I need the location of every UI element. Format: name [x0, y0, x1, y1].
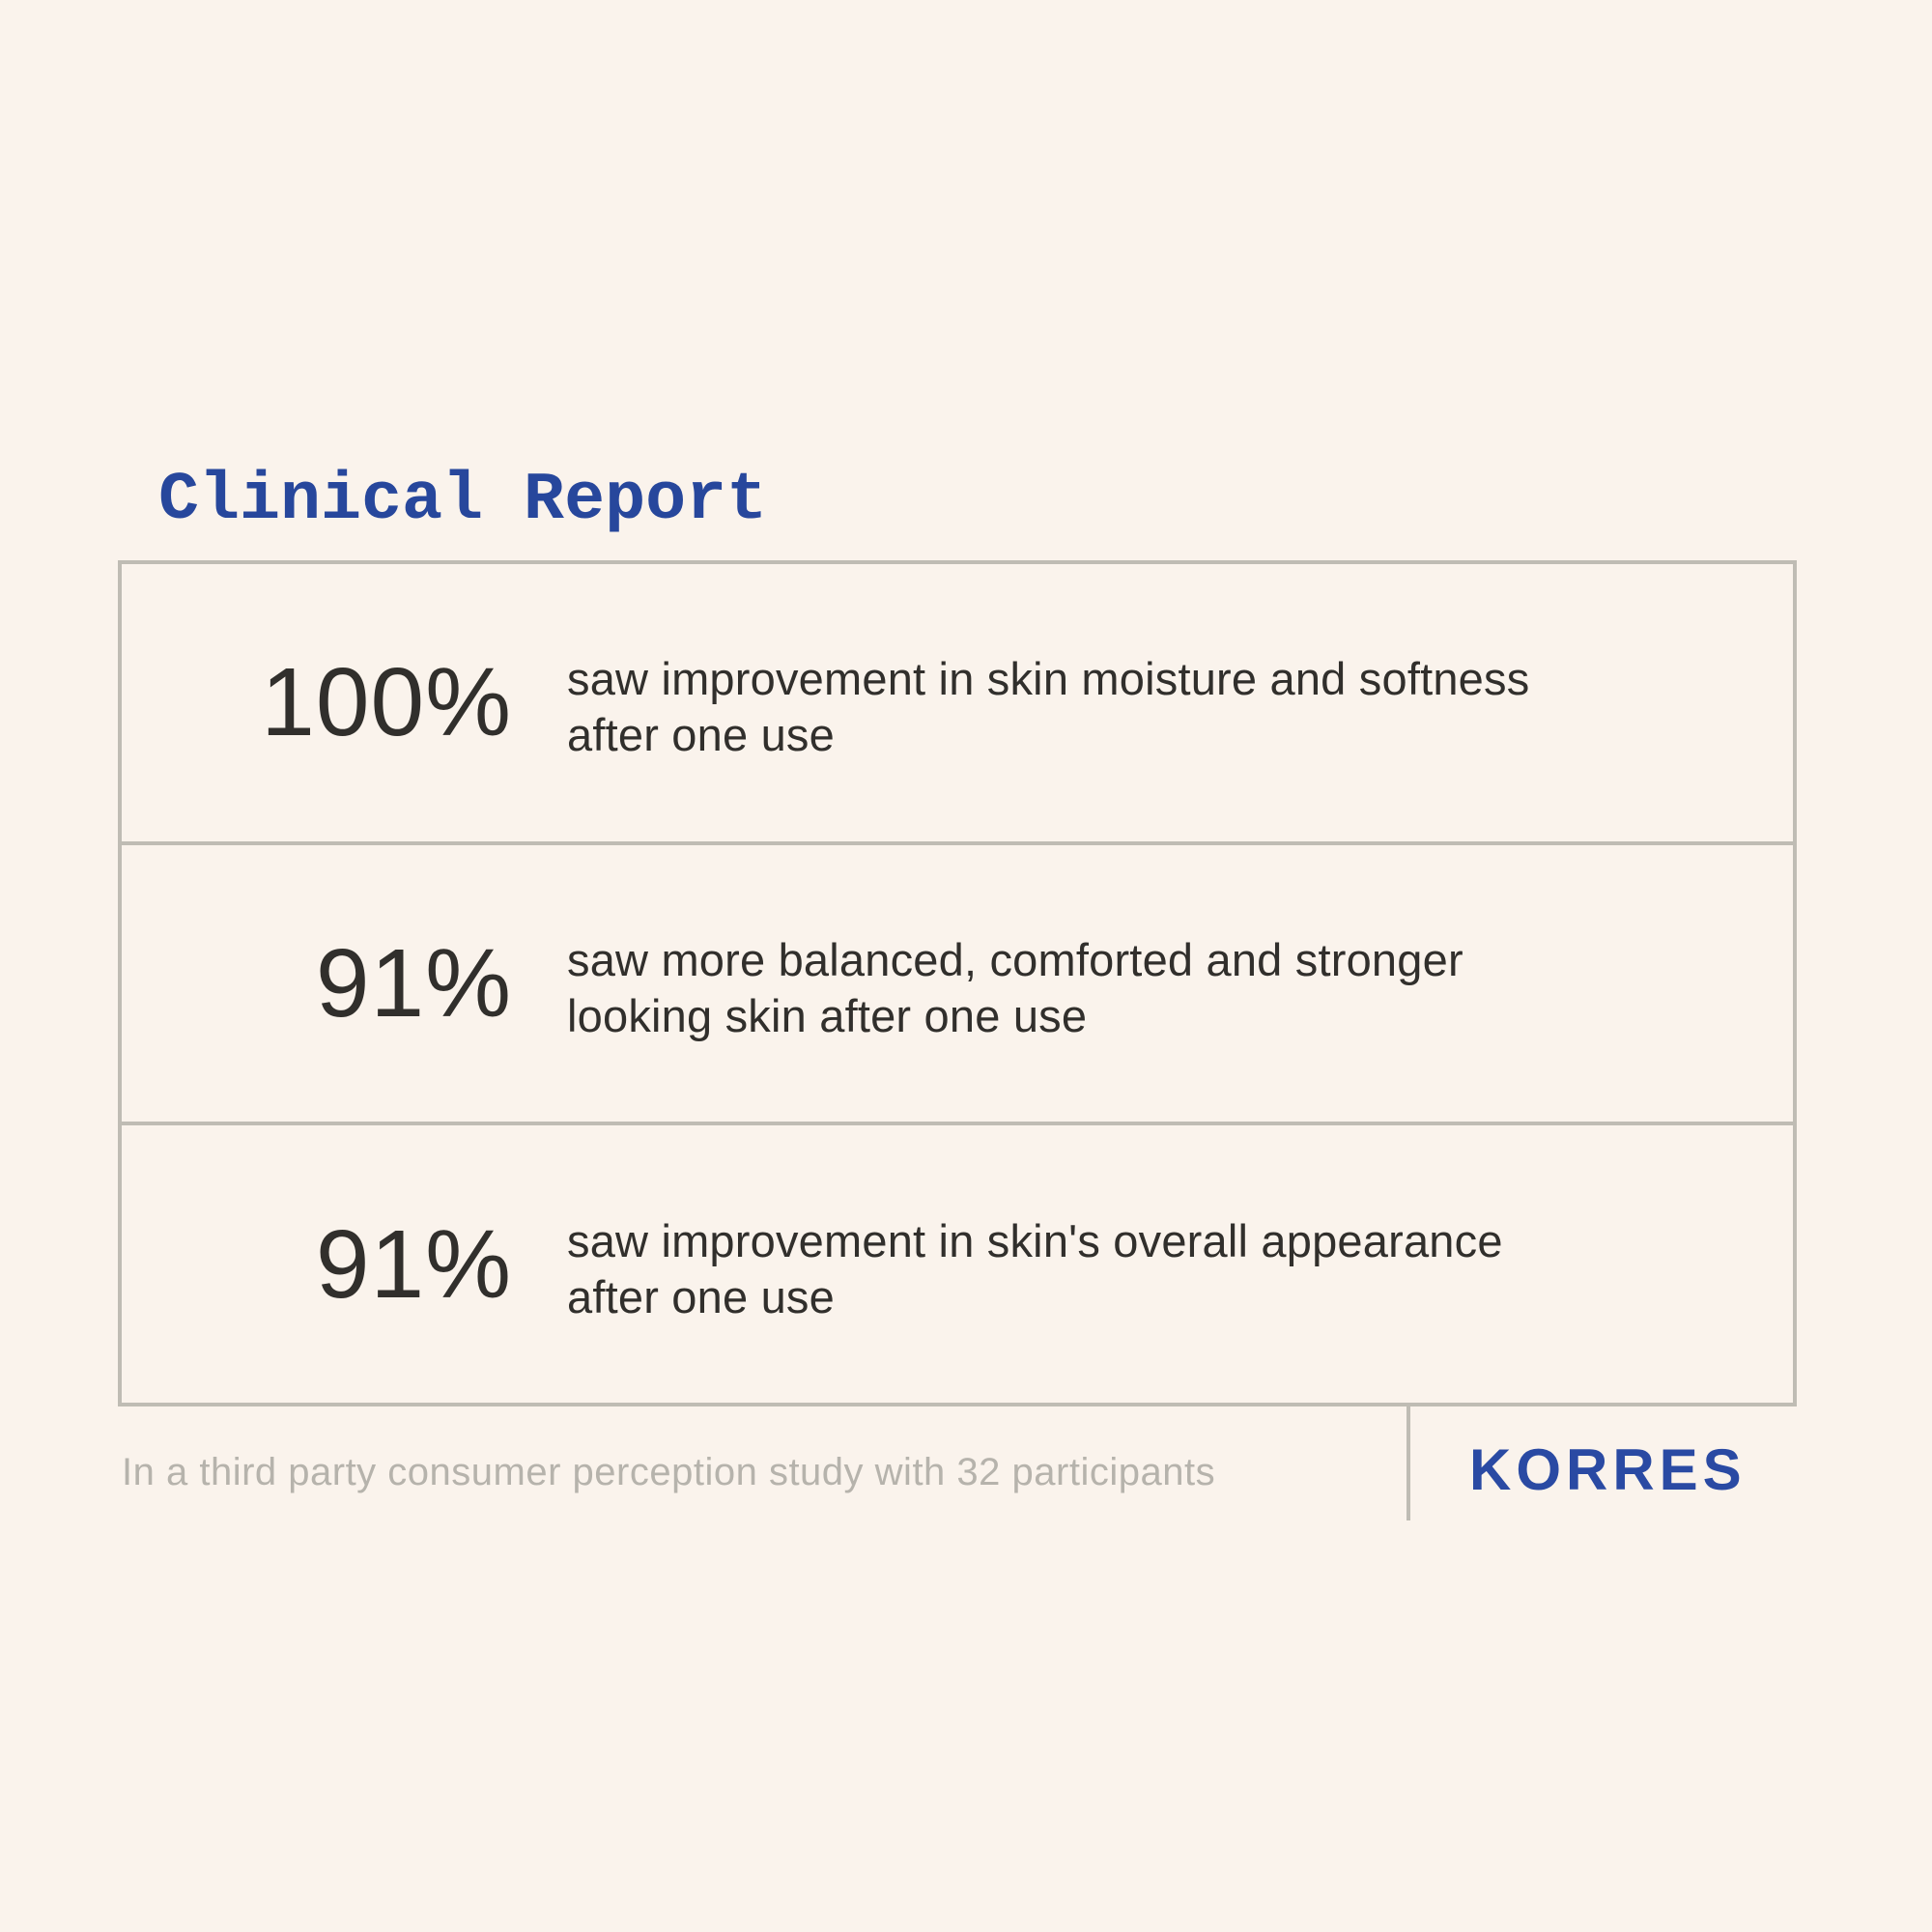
stat-value: 91% — [315, 1209, 512, 1319]
stat-description: saw more balanced, comforted and stronge… — [567, 932, 1463, 1044]
page-title: Clinical Report — [158, 463, 768, 539]
stat-description-line2: after one use — [567, 709, 835, 761]
table-row: 91% saw more balanced, comforted and str… — [122, 840, 1793, 1122]
stat-value: 100% — [261, 648, 512, 757]
stat-description-line1: saw improvement in skin's overall appear… — [567, 1214, 1503, 1266]
stat-description-line2: after one use — [567, 1270, 835, 1322]
divider-line — [1406, 1406, 1410, 1520]
footnote: In a third party consumer perception stu… — [122, 1451, 1216, 1493]
table-row: 100% saw improvement in skin moisture an… — [122, 564, 1793, 841]
stats-table: 100% saw improvement in skin moisture an… — [118, 560, 1797, 1406]
table-row: 91% saw improvement in skin's overall ap… — [122, 1122, 1793, 1403]
stat-value: 91% — [315, 929, 512, 1037]
stat-description: saw improvement in skin moisture and sof… — [567, 651, 1529, 763]
stat-description-line1: saw improvement in skin moisture and sof… — [567, 653, 1530, 705]
brand-logo: KORRES — [1469, 1437, 1747, 1502]
stat-description-line2: looking skin after one use — [567, 990, 1088, 1041]
stat-description: saw improvement in skin's overall appear… — [567, 1213, 1503, 1325]
stat-description-line1: saw more balanced, comforted and stronge… — [567, 934, 1463, 985]
